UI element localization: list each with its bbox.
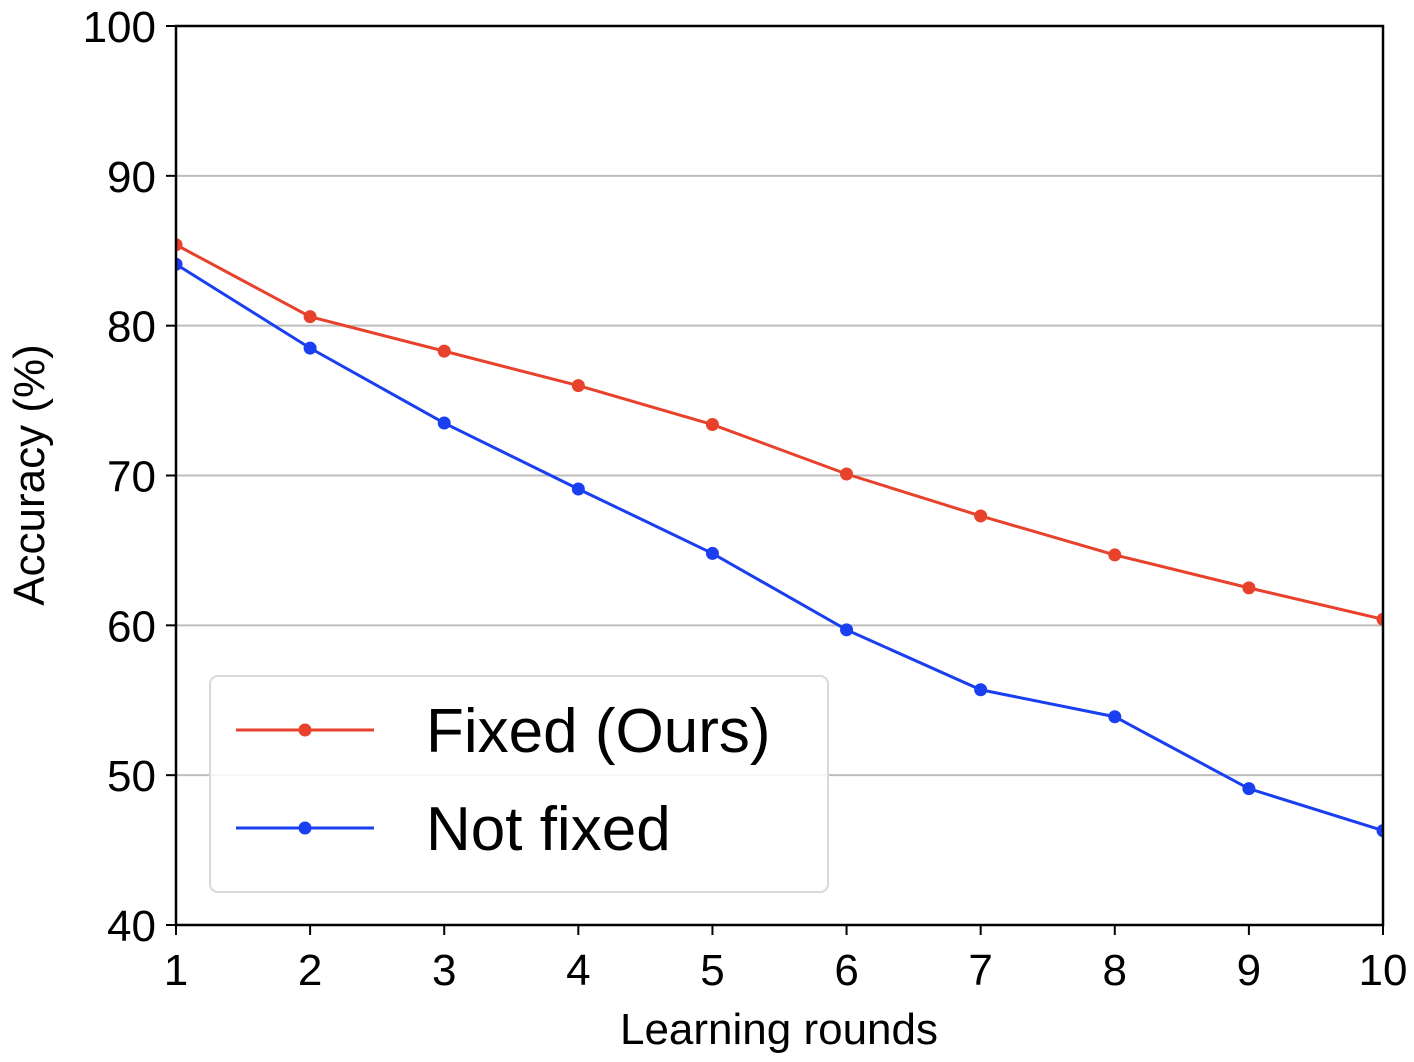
point [1376, 612, 1383, 626]
plot-frame [174, 24, 1385, 927]
point [303, 341, 317, 355]
y-tick-label: 60 [107, 602, 156, 651]
x-tick-label: 4 [566, 946, 590, 995]
series-line [176, 243, 1383, 621]
x-tick-label: 9 [1237, 946, 1261, 995]
point [974, 509, 988, 523]
legend-label: Not fixed [426, 795, 671, 864]
point [437, 344, 451, 358]
y-tick-label: 70 [107, 453, 156, 502]
legend: Fixed (Ours) Not fixed [209, 675, 829, 893]
point [571, 482, 585, 496]
x-tick-label: 7 [968, 946, 992, 995]
point [705, 418, 719, 432]
y-tick-label: 80 [107, 303, 156, 352]
legend-marker [298, 723, 312, 737]
point [1376, 824, 1383, 838]
point [840, 623, 854, 637]
legend-label: Fixed (Ours) [426, 697, 770, 766]
point [705, 546, 719, 560]
y-tick-label: 40 [107, 902, 156, 951]
point [1108, 710, 1122, 724]
x-tick-label: 5 [700, 946, 724, 995]
x-tick-label: 10 [1359, 946, 1408, 995]
x-tick-label: 3 [432, 946, 456, 995]
y-tick-label: 100 [83, 3, 156, 52]
y-tick-label: 90 [107, 153, 156, 202]
point [1108, 548, 1122, 562]
point [176, 238, 183, 252]
point [303, 310, 317, 324]
plot-area [176, 238, 1383, 838]
point [840, 467, 854, 481]
series-line [176, 262, 1383, 833]
point [437, 416, 451, 430]
point [974, 683, 988, 697]
point [1242, 782, 1256, 796]
x-tick-label: 8 [1103, 946, 1127, 995]
y-axis-label: Accuracy (%) [5, 344, 54, 606]
x-tick-label: 2 [298, 946, 322, 995]
x-tick-label: 1 [164, 946, 188, 995]
x-axis-label: Learning rounds [620, 1005, 938, 1054]
point [176, 257, 183, 271]
x-tick-label: 6 [834, 946, 858, 995]
point [571, 379, 585, 393]
point [1242, 581, 1256, 595]
legend-marker [298, 821, 312, 835]
y-tick-label: 50 [107, 752, 156, 801]
